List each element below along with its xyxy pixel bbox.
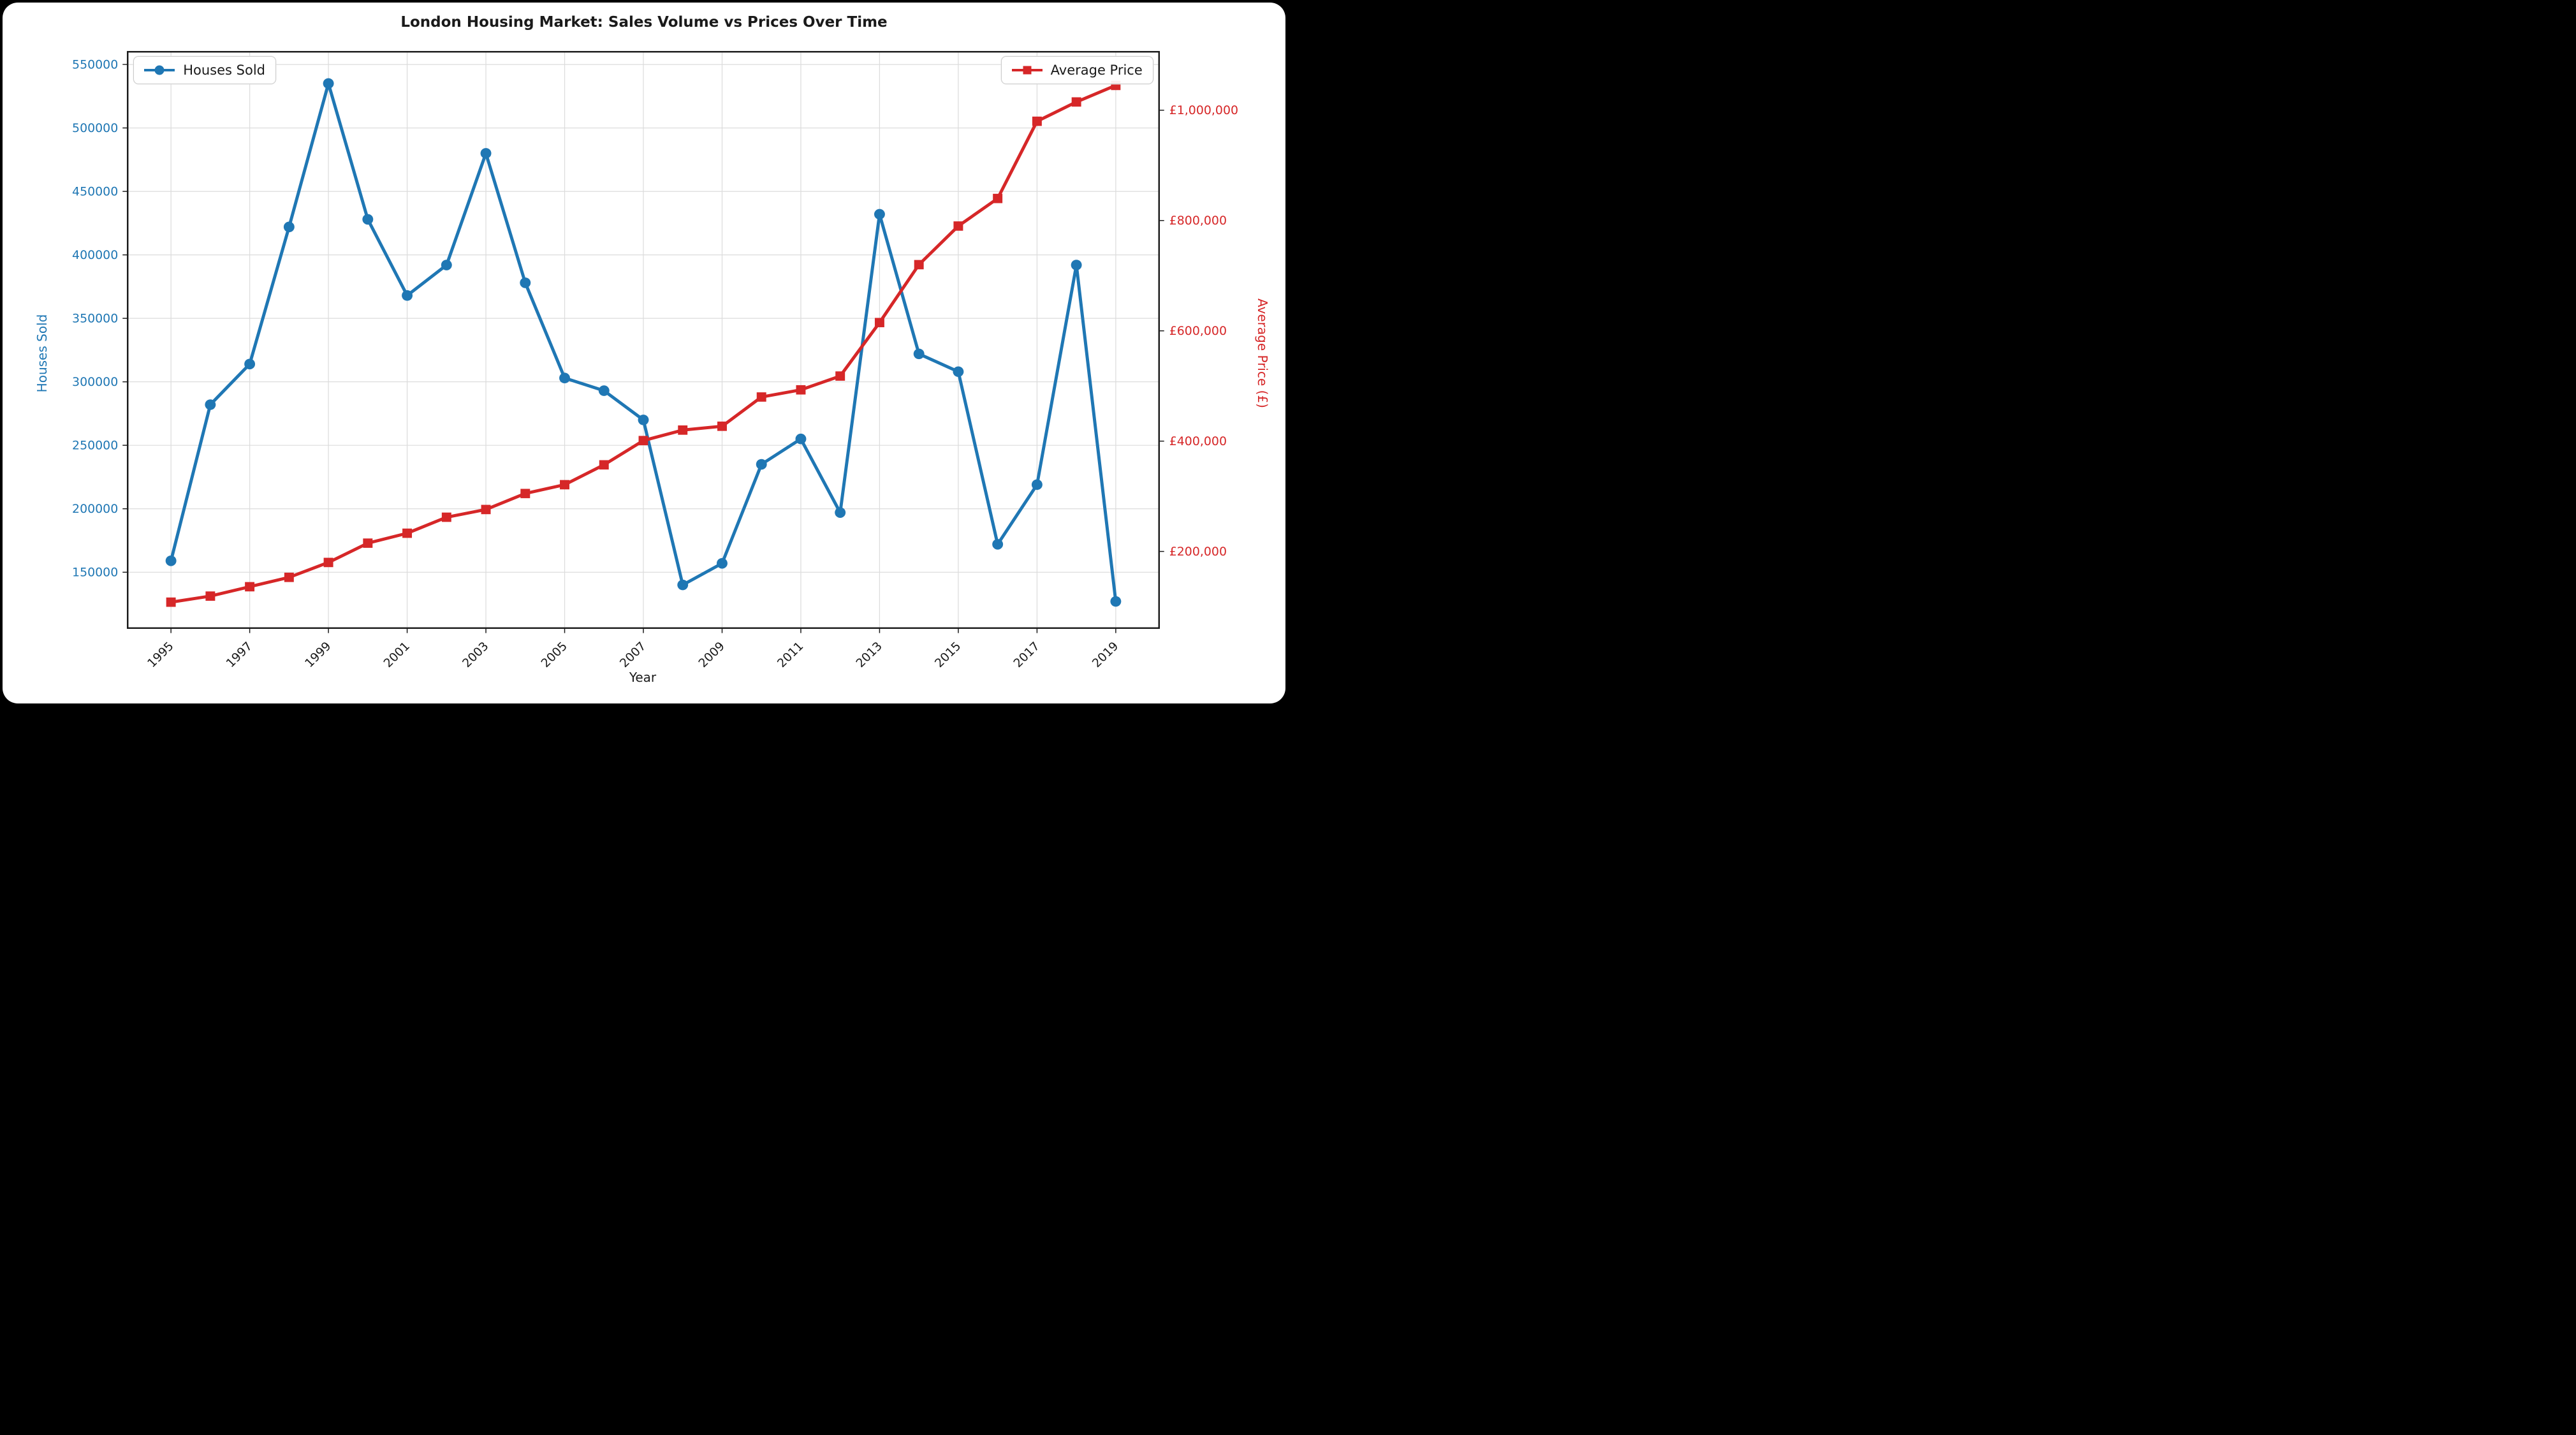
svg-text:500000: 500000 — [72, 122, 118, 135]
svg-text:450000: 450000 — [72, 186, 118, 199]
svg-text:2017: 2017 — [1011, 640, 1043, 670]
svg-text:300000: 300000 — [72, 376, 118, 389]
svg-text:£1,000,000: £1,000,000 — [1169, 104, 1238, 117]
left-axis-title-text: Houses Sold — [34, 314, 50, 392]
figure-canvas: 1995 1997 1999 2001 2003 2005 2007 2009 2011 2013… — [3, 3, 1285, 703]
svg-text:250000: 250000 — [72, 439, 118, 453]
legend-line-circle-icon — [144, 64, 175, 77]
plot-spines — [126, 50, 1160, 629]
right-axis-title: Average Price (£) — [1254, 298, 1270, 408]
svg-text:1999: 1999 — [303, 640, 334, 670]
chart-title: London Housing Market: Sales Volume vs P… — [400, 13, 888, 31]
svg-text:2003: 2003 — [460, 640, 492, 670]
grid — [128, 52, 1159, 628]
svg-text:£200,000: £200,000 — [1169, 545, 1227, 559]
svg-text:2001: 2001 — [381, 640, 413, 670]
svg-text:2009: 2009 — [696, 640, 728, 670]
legend-average-price: Average Price — [1000, 55, 1153, 84]
legend-label: Average Price — [1050, 62, 1143, 78]
svg-text:550000: 550000 — [72, 59, 118, 72]
series-average-price — [166, 80, 1121, 607]
svg-text:£800,000: £800,000 — [1169, 214, 1227, 228]
legend-houses-sold: Houses Sold — [133, 55, 276, 84]
svg-text:2011: 2011 — [775, 640, 806, 670]
svg-text:2013: 2013 — [854, 640, 885, 670]
svg-text:400000: 400000 — [72, 249, 118, 262]
legend-line-square-icon — [1011, 64, 1043, 77]
svg-text:350000: 350000 — [72, 313, 118, 326]
svg-text:2005: 2005 — [539, 640, 570, 670]
svg-text:2019: 2019 — [1090, 640, 1121, 670]
svg-text:2015: 2015 — [932, 640, 963, 670]
legend-label: Houses Sold — [183, 62, 265, 78]
svg-text:1997: 1997 — [224, 640, 255, 670]
series-houses-sold — [165, 78, 1122, 607]
svg-text:150000: 150000 — [72, 566, 118, 580]
svg-text:200000: 200000 — [72, 503, 118, 516]
left-axis-title: Houses Sold — [34, 314, 50, 392]
svg-text:1995: 1995 — [145, 640, 177, 670]
x-axis-title: Year — [629, 670, 657, 686]
chart-plot-area: 1995 1997 1999 2001 2003 2005 2007 2009 2011 2013… — [72, 50, 1238, 670]
svg-text:£600,000: £600,000 — [1169, 325, 1227, 338]
svg-text:£400,000: £400,000 — [1169, 435, 1227, 448]
svg-text:2007: 2007 — [618, 640, 649, 670]
screenshot-root: { "chart_data": { "type": "line", "title… — [0, 0, 1288, 718]
